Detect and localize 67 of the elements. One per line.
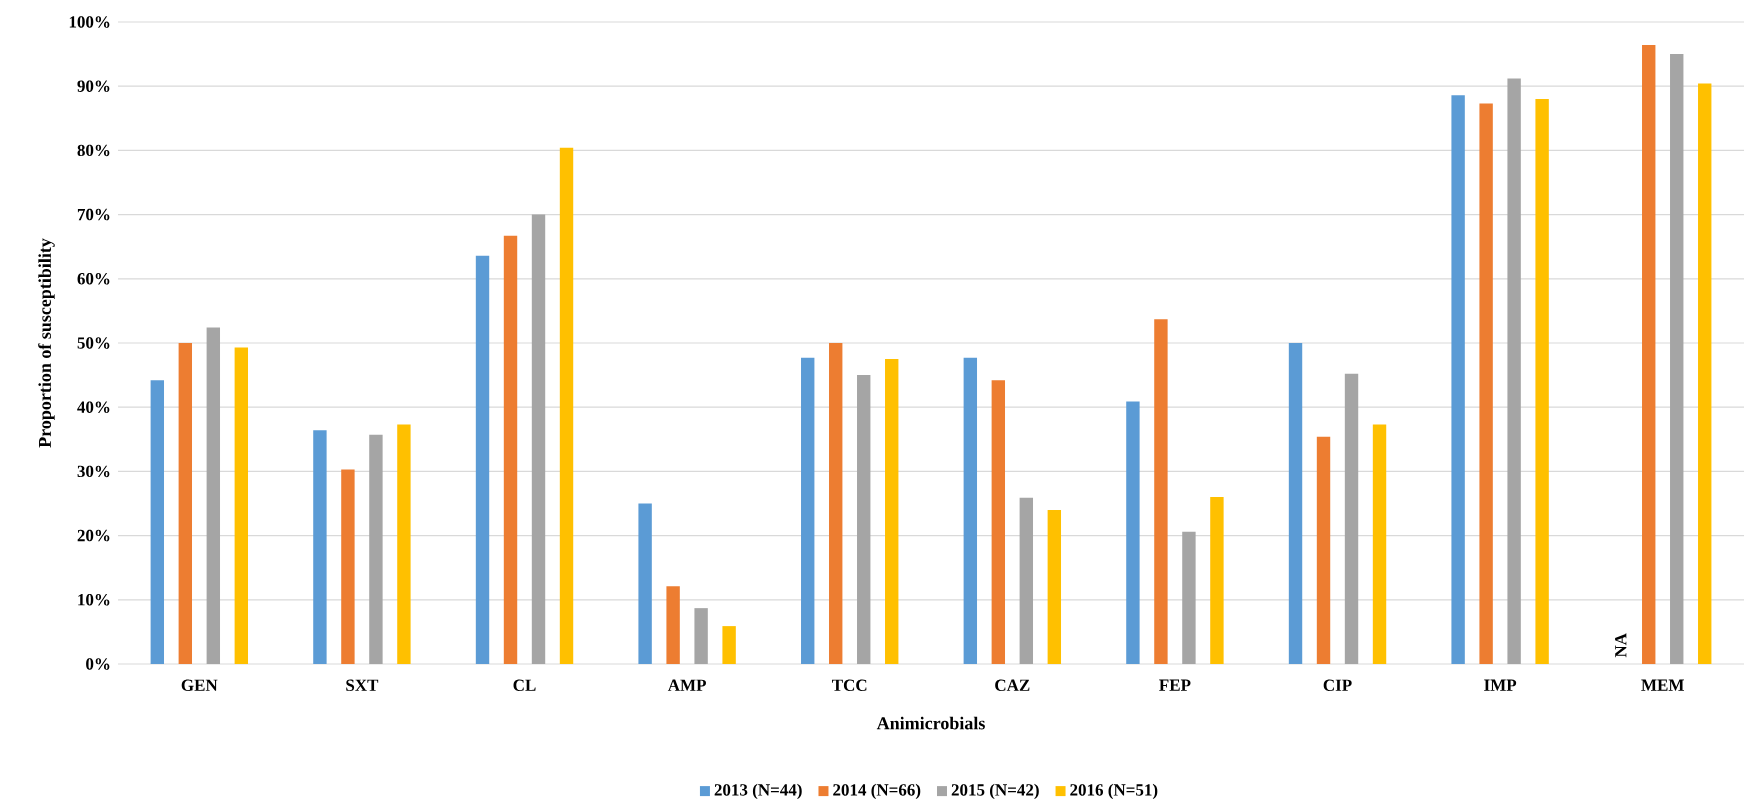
bar: [1451, 95, 1465, 664]
x-tick-label: SXT: [346, 679, 379, 691]
bar: [694, 608, 708, 664]
bar: [638, 503, 652, 664]
bar: [1507, 78, 1521, 664]
y-tick-label: 10%: [78, 594, 110, 606]
bar: [666, 586, 680, 664]
bar: [801, 357, 815, 664]
bar: [722, 626, 736, 664]
y-tick-label: 70%: [77, 208, 110, 221]
bar: [829, 342, 843, 664]
y-axis-title: Proportion of susceptibility: [38, 238, 55, 448]
y-tick-label: 90%: [77, 80, 110, 92]
bar: [503, 235, 518, 664]
y-tick-label: 80%: [77, 144, 110, 157]
x-tick-label: TCC: [832, 679, 867, 691]
bar: [313, 430, 327, 664]
y-tick-label: 40%: [77, 401, 110, 413]
bar: [1288, 342, 1303, 664]
legend-label: 2015 (N=42): [951, 783, 1039, 800]
x-tick-label: AMP: [667, 679, 706, 691]
bar: [991, 380, 1006, 664]
bar: [885, 359, 899, 664]
bar: [1047, 509, 1062, 664]
y-tick-label: 30%: [77, 465, 110, 478]
bar: [1126, 401, 1140, 664]
x-tick-label: CL: [513, 679, 536, 691]
x-tick-label: GEN: [181, 679, 218, 691]
x-tick-label: FEP: [1159, 679, 1191, 691]
bar: [1344, 373, 1359, 664]
bar: [1316, 436, 1331, 664]
bar: [1535, 99, 1549, 664]
y-tick-label: 20%: [77, 529, 110, 542]
x-tick-label: CAZ: [995, 679, 1030, 691]
bar: [1670, 54, 1684, 664]
bar: [206, 327, 221, 664]
bar: [397, 424, 411, 664]
x-tick-label: IMP: [1484, 679, 1517, 691]
annotation: NA: [1615, 633, 1627, 658]
bar: [1210, 497, 1224, 664]
y-tick-label: 60%: [77, 273, 110, 285]
y-tick-label: 50%: [77, 337, 110, 349]
bar: [1182, 531, 1196, 664]
bar: [150, 380, 165, 664]
bar: [475, 255, 490, 664]
bar: [857, 375, 871, 664]
x-axis-title: Animicrobials: [876, 716, 985, 730]
legend-label: 2014 (N=66): [833, 783, 921, 800]
bar: [1698, 83, 1712, 664]
bar: [1154, 319, 1168, 664]
bar: [963, 357, 978, 664]
y-tick-label: 100%: [69, 16, 110, 28]
bar: [369, 434, 383, 664]
legend-label: 2013 (N=44): [714, 783, 802, 800]
bar: [178, 342, 193, 664]
bar: [1642, 45, 1656, 664]
legend-label: 2016 (N=51): [1070, 783, 1158, 800]
bar: [559, 147, 574, 664]
bar: [1019, 497, 1034, 664]
bar: [234, 347, 249, 664]
x-tick-label: MEM: [1641, 679, 1684, 691]
bar: [1372, 424, 1387, 664]
y-tick-label: 0%: [86, 658, 110, 670]
bar: [1479, 103, 1493, 664]
bar: [341, 469, 355, 664]
bar: [531, 214, 546, 664]
x-tick-label: CIP: [1323, 679, 1352, 691]
